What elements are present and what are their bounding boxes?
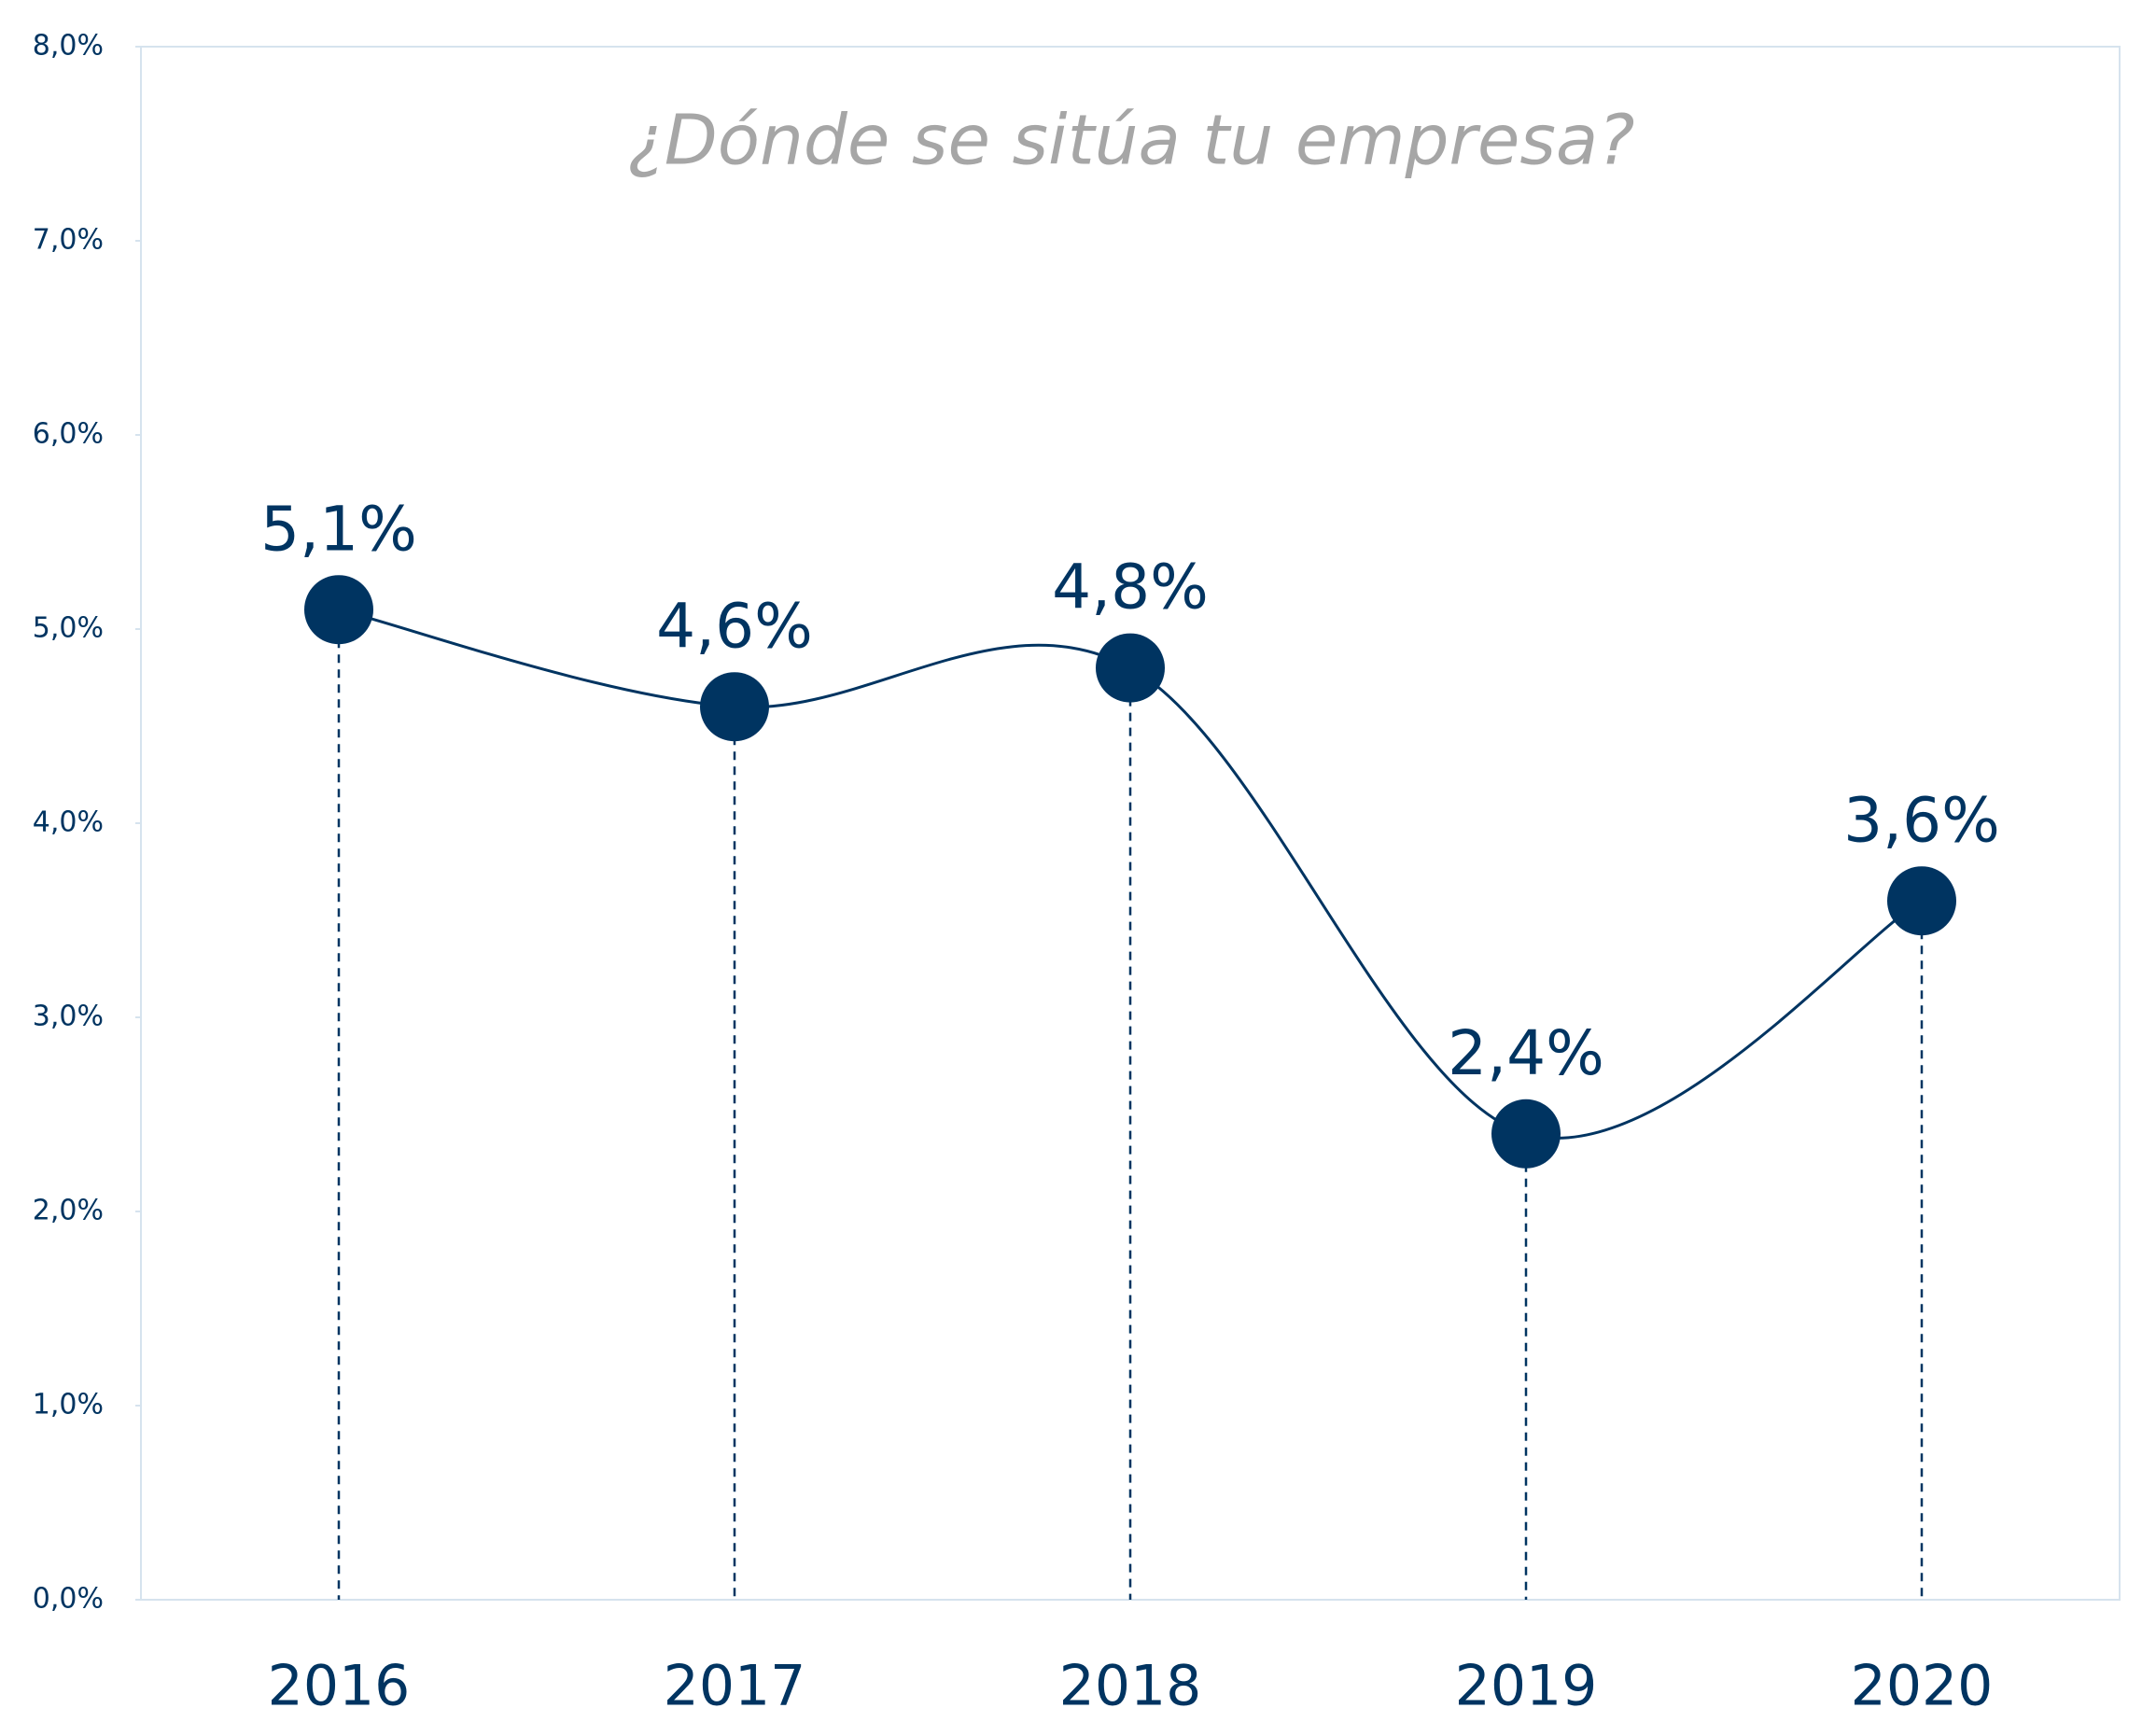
y-tick-label: 1,0%: [33, 1389, 104, 1421]
marker: [304, 575, 373, 645]
marker: [1887, 866, 1956, 936]
y-tick-label: 2,0%: [33, 1195, 104, 1227]
data-label: 3,6%: [1843, 784, 2000, 856]
y-tick-label: 8,0%: [33, 30, 104, 63]
data-label: 4,6%: [656, 590, 813, 662]
x-tick-label: 2016: [268, 1654, 411, 1719]
marker: [1491, 1099, 1561, 1169]
y-tick-label: 0,0%: [33, 1583, 104, 1616]
x-tick-label: 2020: [1851, 1654, 1994, 1719]
line: [338, 608, 1923, 1140]
x-tick-label: 2019: [1455, 1654, 1598, 1719]
marker: [700, 672, 769, 742]
x-tick-label: 2017: [664, 1654, 806, 1719]
y-tick-label: 4,0%: [33, 806, 104, 839]
data-label: 2,4%: [1448, 1017, 1604, 1089]
y-tick-label: 5,0%: [33, 612, 104, 645]
y-tick-label: 7,0%: [33, 224, 104, 257]
chart-title: ¿Dónde se sitúa tu empresa?: [627, 101, 1634, 181]
data-label: 5,1%: [260, 493, 417, 565]
x-tick-label: 2018: [1059, 1654, 1202, 1719]
data-label: 4,8%: [1052, 552, 1209, 623]
marker: [1096, 633, 1165, 703]
y-tick-label: 3,0%: [33, 1001, 104, 1033]
y-tick-label: 6,0%: [33, 418, 104, 451]
